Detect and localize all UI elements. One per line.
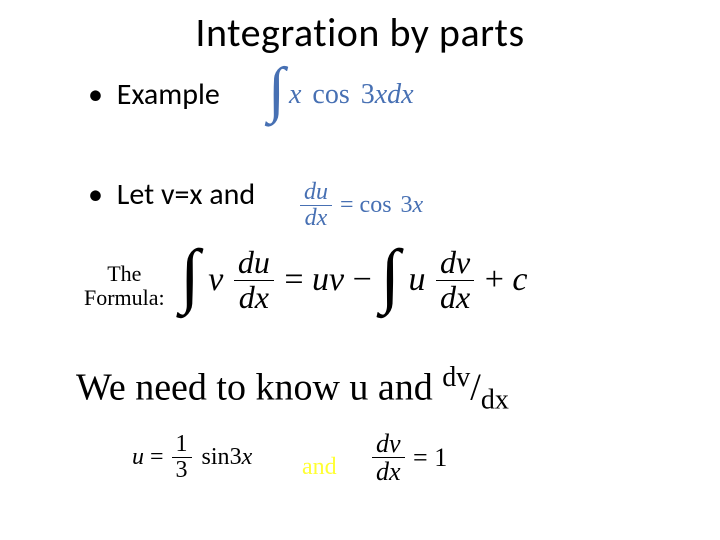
formula-v: v <box>208 261 223 299</box>
integrand-x: x <box>289 79 301 110</box>
u-eq-u: u <box>132 444 144 471</box>
bullet-example: • Example <box>88 76 220 113</box>
need-sub: dx <box>481 384 509 415</box>
formula-c: c <box>512 261 527 299</box>
and-word: and <box>302 454 337 481</box>
need-sup: dv <box>442 362 470 393</box>
slide: Integration by parts • Example ∫ x cos 3… <box>0 0 720 540</box>
need-text: We need to know u and <box>76 367 442 409</box>
frac-den-dx: dx <box>300 205 332 231</box>
frac5-den: dx <box>372 457 405 485</box>
rhs-x: x <box>413 192 424 218</box>
example-integral: ∫ x cos 3xdx <box>268 70 414 120</box>
dvdx-rhs: 1 <box>434 443 447 473</box>
frac-du-dx-2: du dx <box>234 246 274 314</box>
integration-by-parts-formula: ∫ v du dx = uv − ∫ u dv dx + c <box>180 246 528 314</box>
frac4-num: 1 <box>172 432 192 457</box>
bullet-dot-icon-2: • <box>88 176 110 213</box>
frac-one-third: 1 3 <box>172 432 192 483</box>
rhs-3: 3 <box>398 192 413 218</box>
plus-sign: + <box>485 261 504 299</box>
frac4-den: 3 <box>172 457 192 483</box>
frac2-den: dx <box>234 280 274 315</box>
integrand-cos: cos <box>308 79 349 110</box>
formula-label: The Formula: <box>84 262 165 310</box>
eq-sign-2: = <box>284 261 303 299</box>
u-eq-3: 3 <box>230 444 242 471</box>
du-dx-equation: du dx = cos 3x <box>298 180 423 231</box>
minus-sign: − <box>353 261 372 299</box>
frac-dv-dx: dv dx <box>436 246 474 314</box>
need-slash: / <box>470 367 481 409</box>
u-equation: u = 1 3 sin 3x <box>132 432 252 483</box>
integral-icon: ∫ <box>268 66 285 116</box>
frac-du-dx: du dx <box>300 180 332 231</box>
page-title: Integration by parts <box>0 8 720 57</box>
bullet-let-text: Let v=x and <box>117 176 255 213</box>
bullet-let: • Let v=x and <box>88 176 255 213</box>
formula-u: u <box>409 261 426 299</box>
integrand-xdx: xdx <box>375 79 414 110</box>
frac3-num: dv <box>436 246 474 280</box>
frac3-den: dx <box>436 280 474 315</box>
integral-icon-2: ∫ <box>180 247 200 305</box>
u-eq-sin: sin <box>200 444 230 471</box>
frac-dv-dx-2: dv dx <box>372 430 405 486</box>
eq-sign-3: = <box>413 443 428 473</box>
frac-num-du: du <box>300 180 332 205</box>
formula-label-line1: The <box>107 261 141 286</box>
u-eq-eq: = <box>150 444 164 471</box>
bullet-dot-icon: • <box>88 76 110 113</box>
rhs-cos: cos <box>360 192 392 218</box>
integrand-3: 3 <box>357 79 375 110</box>
frac5-num: dv <box>372 430 405 457</box>
dvdx-equation: dv dx = 1 <box>370 430 447 486</box>
formula-uv: uv <box>312 261 344 299</box>
frac2-num: du <box>234 246 274 280</box>
u-eq-x: x <box>242 444 253 471</box>
eq-sign-1: = <box>340 192 354 219</box>
formula-label-line2: Formula: <box>84 285 165 310</box>
bullet-example-text: Example <box>117 76 220 113</box>
integral-icon-3: ∫ <box>380 247 400 305</box>
need-line: We need to know u and dv/dx <box>76 362 509 416</box>
